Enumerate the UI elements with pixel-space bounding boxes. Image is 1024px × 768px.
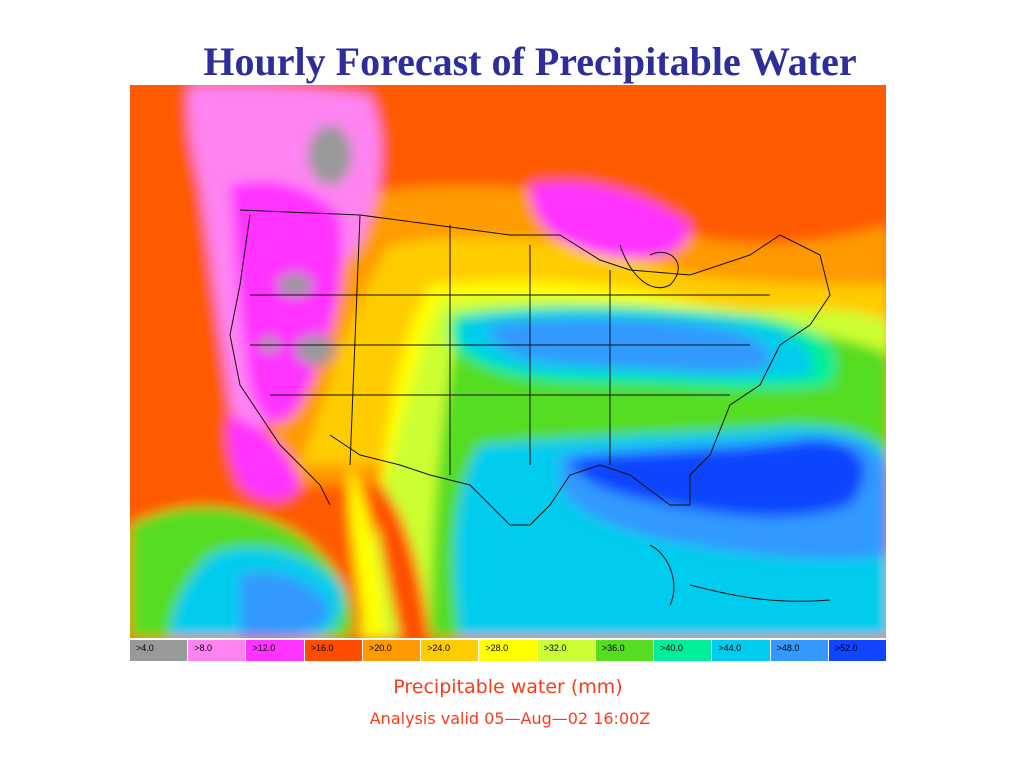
legend-label: >8.0: [194, 643, 213, 653]
field-deepblue-gulf: [570, 440, 865, 517]
legend-swatch-1: >4.0: [130, 640, 189, 661]
us-canada-border: [239, 209, 781, 276]
legend-swatch-5: >20.0: [362, 640, 422, 661]
legend-label: >20.0: [368, 643, 392, 653]
legend-label: >16.0: [310, 643, 334, 653]
boundary-lines: [229, 209, 831, 606]
legend-label: >24.0: [427, 643, 450, 653]
legend-label: >48.0: [776, 643, 800, 653]
field-dry-mexico: [376, 485, 430, 638]
legend-swatch-13: >52.0: [828, 640, 887, 661]
field-gray-2: [277, 273, 313, 297]
legend-swatch-2: >8.0: [188, 640, 247, 661]
field-caption: Precipitable water (mm): [393, 676, 623, 698]
legend-label: >40.0: [660, 643, 683, 653]
legend-swatch-3: >12.0: [246, 640, 305, 661]
great-lakes: [619, 244, 679, 289]
legend-swatch-4: >16.0: [304, 640, 363, 661]
legend-label: >52.0: [834, 643, 858, 653]
legend-swatch-9: >36.0: [595, 640, 655, 661]
field-layer: [130, 85, 886, 638]
map-svg: [130, 85, 886, 638]
field-yellow-mexico: [348, 465, 385, 638]
precipitable-water-map: [130, 85, 886, 638]
legend-swatch-8: >32.0: [537, 640, 596, 661]
legend-swatch-11: >44.0: [712, 640, 771, 661]
legend-swatch-7: >28.0: [479, 640, 538, 661]
field-blue-pacific: [240, 572, 330, 638]
legend-swatch-10: >40.0: [654, 640, 713, 661]
field-magenta-canada: [530, 182, 690, 259]
legend-swatch-12: >48.0: [770, 640, 829, 661]
legend-label: >4.0: [136, 643, 154, 653]
state-line-1: [349, 214, 361, 466]
west-coast: [229, 214, 331, 506]
legend-label: >12.0: [252, 643, 276, 653]
field-gray-1: [308, 125, 352, 185]
florida: [649, 544, 675, 606]
caribbean-islands: [689, 584, 831, 602]
east-coast: [670, 234, 831, 506]
legend-label: >28.0: [485, 643, 509, 653]
legend-label: >44.0: [718, 643, 742, 653]
valid-time-caption: Analysis valid 05—Aug—02 16:00Z: [369, 709, 651, 728]
legend-label: >36.0: [601, 643, 625, 653]
slide-title: Hourly Forecast of Precipitable Water: [203, 39, 857, 84]
gulf-and-mexico-border: [329, 434, 671, 526]
field-magenta-ca: [228, 415, 300, 500]
field-gray-3: [295, 335, 335, 365]
legend-swatch-6: >24.0: [421, 640, 480, 661]
color-legend: >4.0 >8.0 >12.0 >16.0 >20.0 >24.0 >28.0 …: [130, 640, 887, 661]
legend-label: >32.0: [543, 643, 567, 653]
